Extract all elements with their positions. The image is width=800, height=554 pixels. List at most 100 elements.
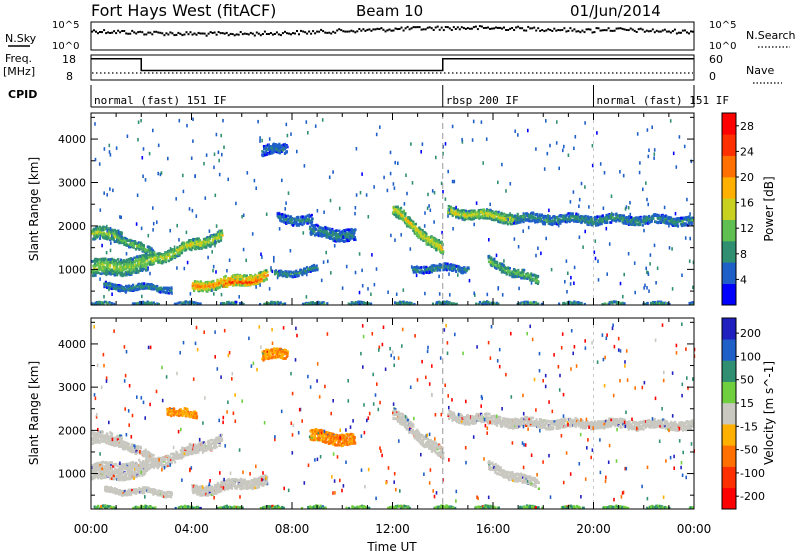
- echo-cell: [450, 208, 453, 212]
- echo-cell: [189, 243, 192, 246]
- noise-sky-point: [187, 33, 190, 36]
- echo-cell: [344, 239, 347, 243]
- echo-cell: [149, 256, 152, 259]
- echo-cell: [163, 286, 166, 290]
- noise-sky-point: [673, 28, 676, 31]
- echo-cell: [414, 225, 417, 228]
- echo-cell: [142, 244, 145, 248]
- echo-cell: [326, 302, 329, 305]
- noise-sky-point: [286, 32, 288, 35]
- echo-cell: [214, 282, 217, 285]
- echo-cell: [402, 215, 405, 218]
- noise-sky-point: [370, 29, 373, 32]
- echo-cell: [529, 278, 532, 282]
- echo-cell: [586, 223, 589, 226]
- echo-cell: [108, 271, 111, 275]
- echo-cell: [150, 247, 153, 250]
- echo-cell: [536, 280, 539, 283]
- echo-cell: [648, 221, 651, 224]
- echo-cell: [660, 220, 663, 223]
- noise-sky-point: [489, 27, 491, 30]
- echo-cell: [224, 274, 227, 278]
- noise-sky-point: [487, 26, 489, 29]
- echo-cell: [207, 288, 211, 292]
- echo-cell: [301, 218, 304, 222]
- noise-sky-point: [141, 31, 144, 34]
- echo-cell: [96, 258, 99, 262]
- noise-sky-point: [352, 30, 355, 33]
- noise-sky-point: [575, 30, 578, 33]
- echo-cell: [535, 281, 538, 284]
- echo-cell: [300, 222, 303, 225]
- echo-cell: [193, 280, 197, 283]
- echo-cell: [245, 274, 248, 278]
- noise-sky-point: [466, 27, 469, 30]
- echo-cell: [309, 214, 312, 218]
- noise-sky-point: [412, 26, 415, 29]
- noise-sky-point: [555, 29, 558, 32]
- noise-sky-point: [271, 33, 274, 36]
- noise-sky-point: [123, 30, 126, 32]
- noise-sky-point: [503, 26, 505, 29]
- echo-cell: [487, 213, 490, 216]
- noise-sky-point: [509, 27, 512, 30]
- echo-cell: [586, 215, 590, 218]
- echo-cell: [105, 227, 108, 230]
- echo-cell: [637, 218, 640, 221]
- echo-cell: [437, 239, 441, 242]
- echo-cell: [170, 255, 173, 258]
- echo-cell: [337, 232, 340, 236]
- echo-cell: [520, 276, 523, 280]
- echo-cell: [246, 281, 249, 285]
- noise-sky-point: [565, 30, 568, 33]
- echo-cell: [516, 215, 519, 218]
- noise-sky-point: [679, 31, 682, 34]
- echo-cell: [118, 237, 121, 240]
- echo-cell: [216, 281, 219, 285]
- echo-cell: [489, 216, 492, 219]
- noise-sky-point: [135, 32, 138, 35]
- echo-cell: [529, 219, 532, 222]
- echo-cell: [615, 217, 618, 220]
- echo-cell: [532, 219, 535, 222]
- echo-cell: [512, 273, 515, 276]
- noise-sky-point: [111, 31, 114, 34]
- echo-cell: [157, 289, 160, 292]
- echo-cell: [205, 286, 208, 289]
- echo-cell: [505, 221, 508, 224]
- echo-cell: [132, 283, 135, 287]
- echo-cell: [304, 267, 307, 270]
- echo-cell: [556, 222, 559, 226]
- echo-cell: [140, 258, 143, 262]
- echo-cell: [295, 220, 298, 224]
- echo-cell: [400, 211, 403, 214]
- echo-cell: [463, 216, 466, 219]
- echo-cell: [114, 259, 117, 262]
- noise-sky-point: [426, 26, 429, 29]
- noise-sky-point: [199, 32, 202, 35]
- noise-sky-point: [281, 32, 284, 35]
- echo-cell: [440, 246, 443, 250]
- echo-cell: [572, 215, 575, 218]
- echo-cell: [543, 214, 546, 218]
- echo-cell: [257, 276, 260, 279]
- echo-cell: [126, 266, 129, 270]
- echo-cell: [509, 216, 512, 219]
- echo-cell: [98, 268, 101, 271]
- echo-cell: [204, 281, 207, 284]
- echo-cell: [178, 254, 181, 257]
- echo-cell: [279, 219, 282, 222]
- echo-cell: [304, 215, 307, 219]
- echo-cell: [417, 270, 420, 273]
- noise-sky-point: [113, 30, 116, 33]
- echo-cell: [478, 209, 481, 212]
- echo-cell: [144, 254, 147, 257]
- echo-cell: [354, 228, 357, 231]
- echo-cell: [600, 220, 603, 223]
- echo-cell: [176, 251, 179, 255]
- echo-cell: [344, 231, 347, 235]
- echo-cell: [497, 210, 500, 214]
- echo-cell: [555, 221, 558, 225]
- noise-sky-point: [147, 31, 150, 34]
- echo-cell: [149, 251, 152, 254]
